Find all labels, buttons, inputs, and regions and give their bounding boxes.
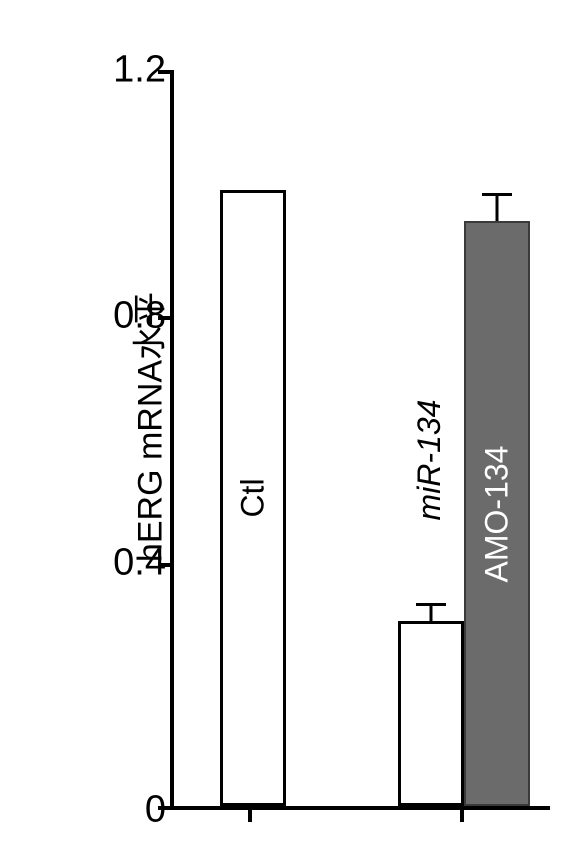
bar-chart: hERG mRNA水平 1.2 0.8 0.4 0 Ctl miR-134 AM… [0, 0, 564, 854]
bar-mir134 [398, 621, 464, 806]
bar-label-amo134: AMO-134 [479, 445, 516, 582]
y-tick [158, 316, 170, 320]
bar-label-mir134: miR-134 [411, 400, 451, 521]
y-axis [170, 70, 174, 810]
error-cap-mir134 [416, 603, 446, 606]
y-tick [158, 70, 170, 74]
x-tick [248, 810, 252, 822]
bar-ctl: Ctl [220, 190, 286, 806]
error-cap-amo134 [482, 193, 512, 196]
error-bar-mir134 [430, 606, 433, 621]
bar-label-ctl: Ctl [235, 478, 272, 517]
plot-area: Ctl miR-134 AMO-134 [170, 70, 550, 810]
y-tick [158, 563, 170, 567]
error-bar-amo134 [496, 196, 499, 221]
x-axis [170, 806, 550, 810]
x-tick [460, 810, 464, 822]
bar-amo134: AMO-134 [464, 221, 530, 806]
y-tick-label-0: 0 [145, 789, 166, 832]
y-tick [158, 806, 170, 810]
